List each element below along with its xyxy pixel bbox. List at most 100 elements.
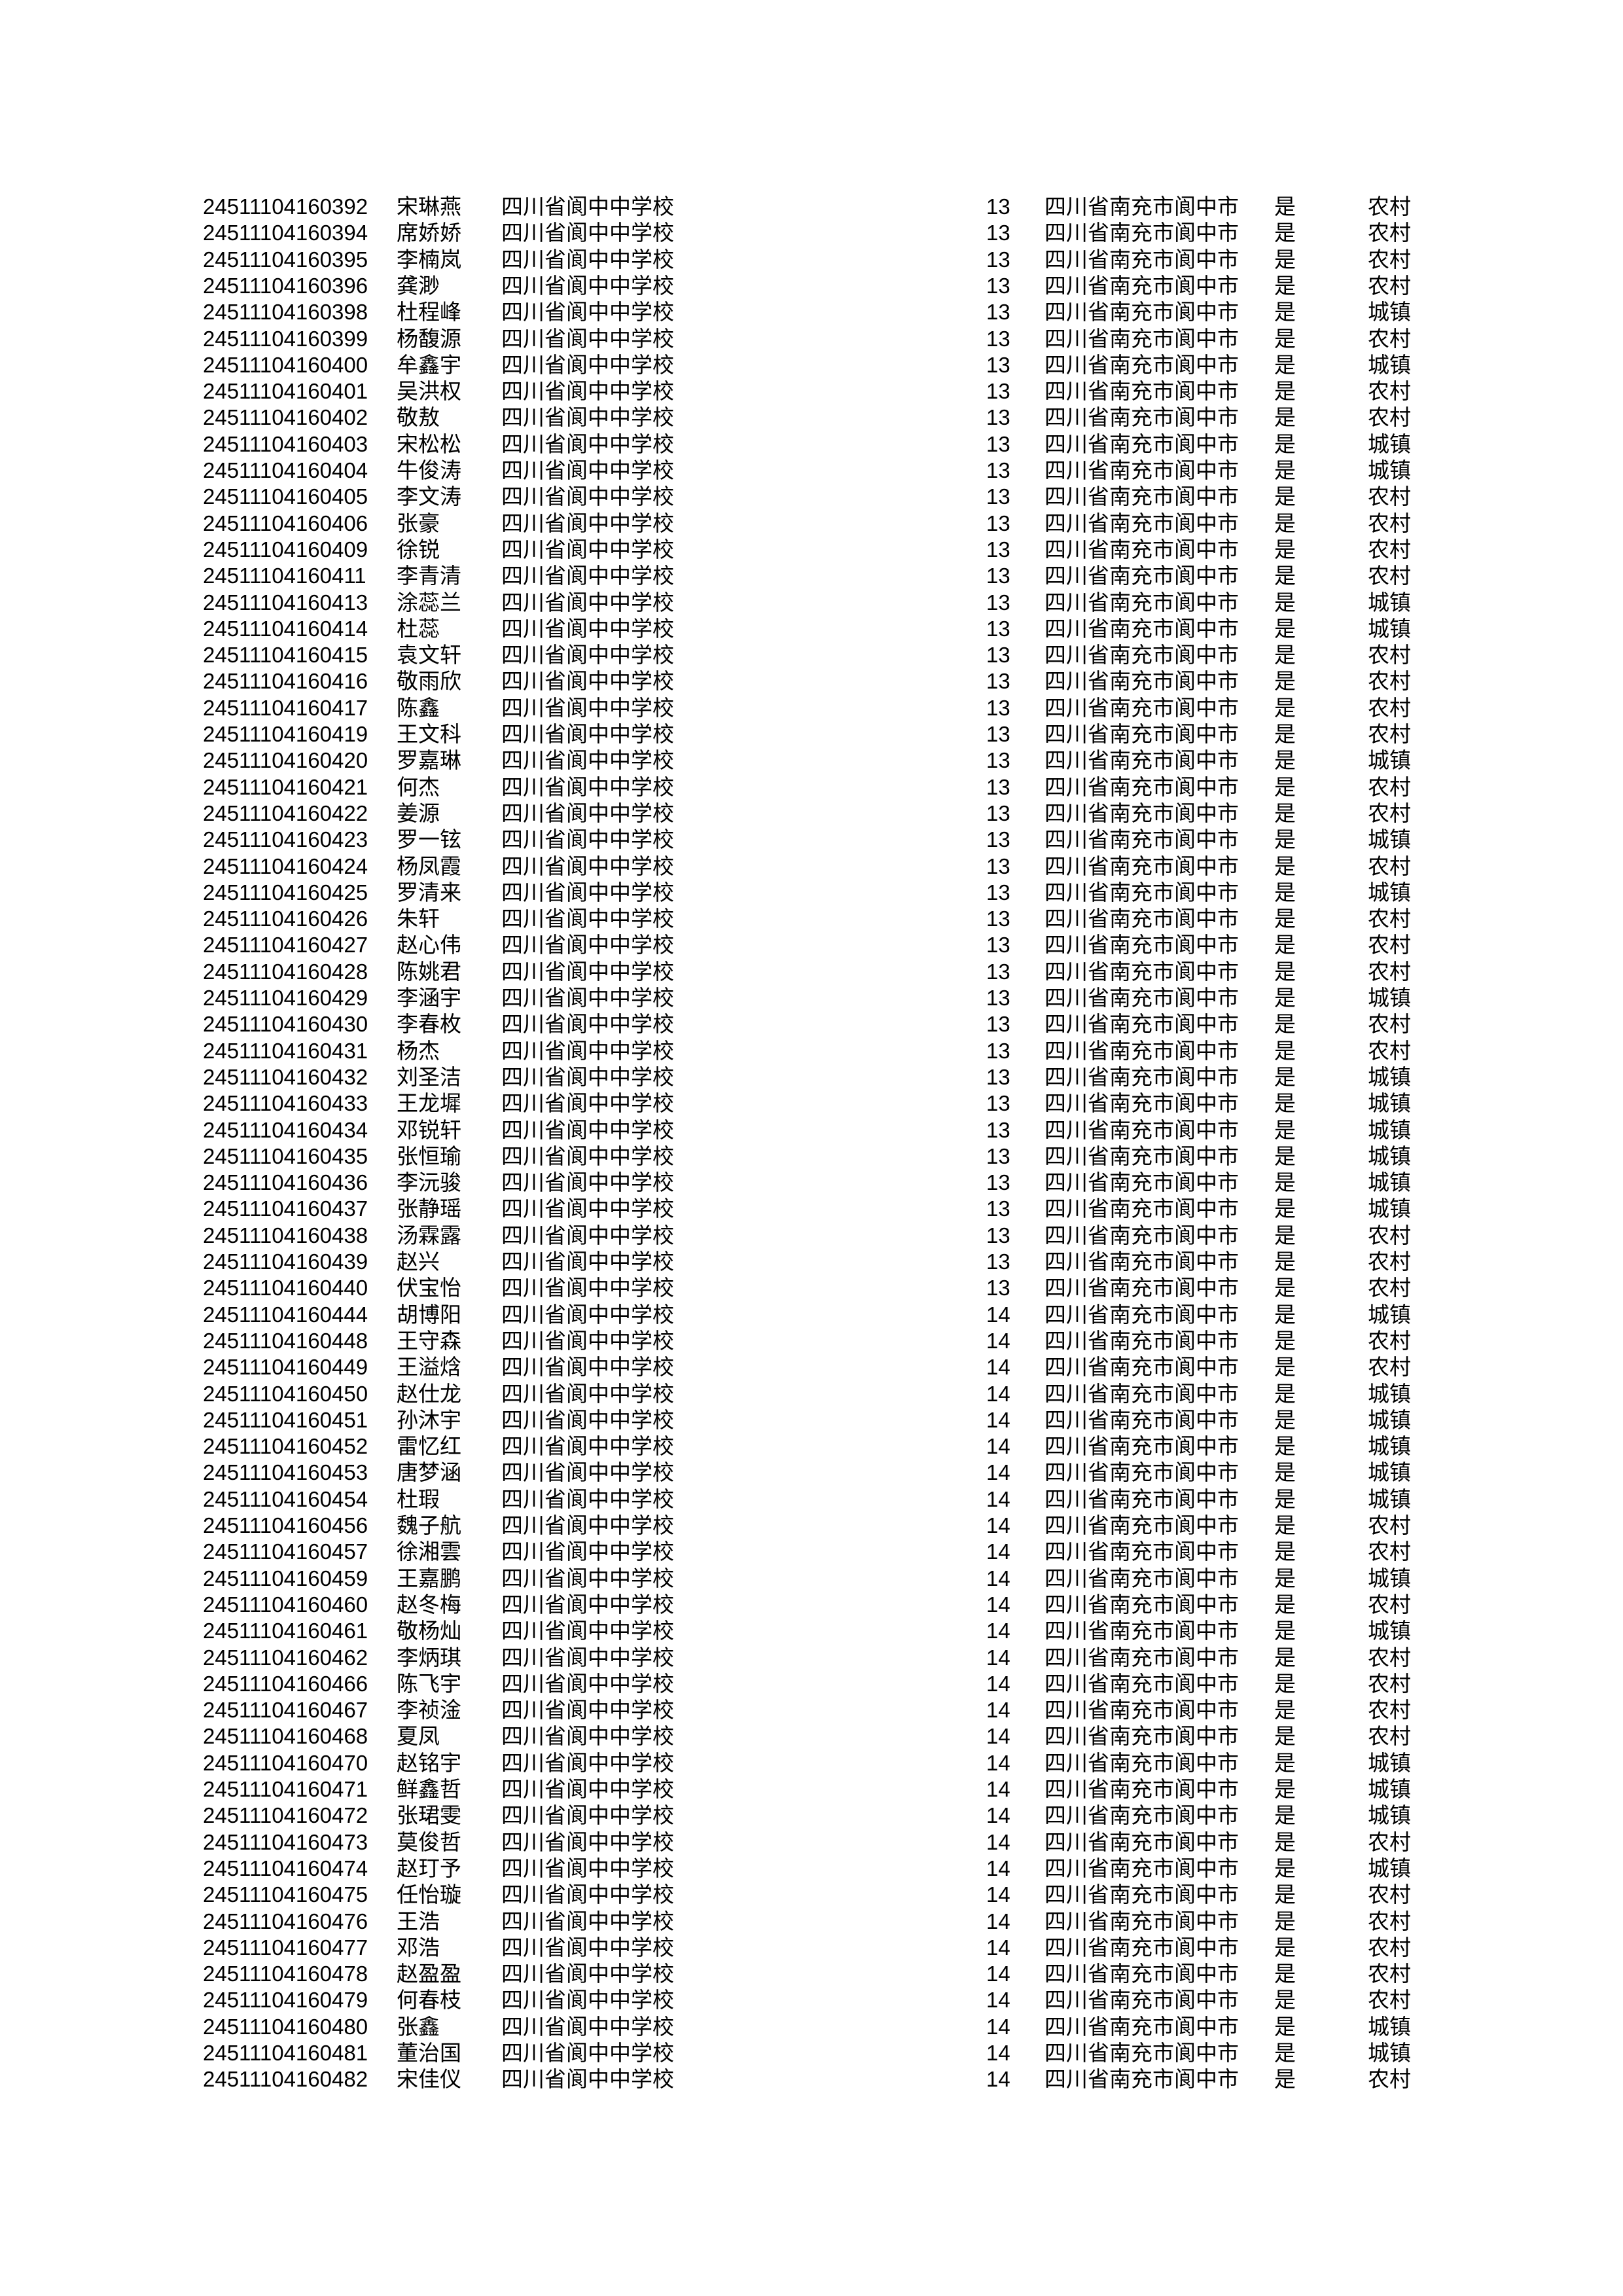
confirm-flag-cell: 是 [1274,1724,1296,1749]
grade-code-cell: 13 [986,669,1010,694]
school-cell: 四川省阆中中学校 [501,695,674,720]
region-cell: 四川省南充市阆中市 [1044,1117,1239,1142]
table-row: 24511104160419 王文科 四川省阆中中学校 13 四川省南充市阆中市… [0,721,1623,747]
exam-id-cell: 24511104160470 [203,1750,368,1775]
confirm-flag-cell: 是 [1274,695,1296,720]
residence-type-cell: 农村 [1368,405,1411,430]
region-cell: 四川省南充市阆中市 [1044,1170,1239,1195]
residence-type-cell: 城镇 [1368,1117,1411,1142]
school-cell: 四川省阆中中学校 [501,906,674,931]
confirm-flag-cell: 是 [1274,1460,1296,1485]
confirm-flag-cell: 是 [1274,1355,1296,1380]
table-row: 24511104160470 赵铭宇 四川省阆中中学校 14 四川省南充市阆中市… [0,1749,1623,1776]
table-row: 24511104160460 赵冬梅 四川省阆中中学校 14 四川省南充市阆中市… [0,1591,1623,1618]
exam-id-cell: 24511104160413 [203,590,368,615]
region-cell: 四川省南充市阆中市 [1044,774,1239,799]
exam-id-cell: 24511104160454 [203,1486,368,1511]
residence-type-cell: 农村 [1368,1698,1411,1723]
exam-id-cell: 24511104160480 [203,2014,368,2039]
exam-id-cell: 24511104160444 [203,1302,368,1327]
exam-id-cell: 24511104160451 [203,1407,368,1432]
school-cell: 四川省阆中中学校 [501,1064,674,1089]
residence-type-cell: 农村 [1368,1223,1411,1247]
table-row: 24511104160398 杜程峰 四川省阆中中学校 13 四川省南充市阆中市… [0,298,1623,325]
confirm-flag-cell: 是 [1274,484,1296,509]
student-name-cell: 王守森 [397,1328,461,1353]
table-row: 24511104160475 任怡璇 四川省阆中中学校 14 四川省南充市阆中市… [0,1881,1623,1908]
residence-type-cell: 农村 [1368,1645,1411,1670]
table-row: 24511104160459 王嘉鹏 四川省阆中中学校 14 四川省南充市阆中市… [0,1565,1623,1592]
student-name-cell: 李楠岚 [397,247,461,272]
confirm-flag-cell: 是 [1274,247,1296,272]
student-name-cell: 王溢焓 [397,1355,461,1380]
confirm-flag-cell: 是 [1274,1645,1296,1670]
grade-code-cell: 14 [986,1302,1010,1327]
grade-code-cell: 13 [986,1143,1010,1168]
school-cell: 四川省阆中中学校 [501,933,674,958]
student-name-cell: 敬敖 [397,405,440,430]
residence-type-cell: 农村 [1368,2067,1411,2092]
student-name-cell: 牟鑫宇 [397,352,461,377]
table-row: 24511104160422 姜源 四川省阆中中学校 13 四川省南充市阆中市 … [0,800,1623,827]
confirm-flag-cell: 是 [1274,1486,1296,1511]
student-name-cell: 陈鑫 [397,695,440,720]
school-cell: 四川省阆中中学校 [501,774,674,799]
table-row: 24511104160472 张珺雯 四川省阆中中学校 14 四川省南充市阆中市… [0,1802,1623,1829]
confirm-flag-cell: 是 [1274,1566,1296,1590]
student-name-cell: 杜程峰 [397,300,461,325]
confirm-flag-cell: 是 [1274,1434,1296,1459]
grade-code-cell: 14 [986,1407,1010,1432]
residence-type-cell: 农村 [1368,669,1411,694]
confirm-flag-cell: 是 [1274,379,1296,404]
confirm-flag-cell: 是 [1274,1909,1296,1933]
school-cell: 四川省阆中中学校 [501,564,674,588]
grade-code-cell: 14 [986,1513,1010,1537]
school-cell: 四川省阆中中学校 [501,1962,674,1986]
residence-type-cell: 城镇 [1368,1434,1411,1459]
grade-code-cell: 13 [986,853,1010,878]
confirm-flag-cell: 是 [1274,1276,1296,1300]
confirm-flag-cell: 是 [1274,1328,1296,1353]
grade-code-cell: 14 [986,1829,1010,1854]
confirm-flag-cell: 是 [1274,880,1296,905]
school-cell: 四川省阆中中学校 [501,1566,674,1590]
residence-type-cell: 农村 [1368,1276,1411,1300]
school-cell: 四川省阆中中学校 [501,484,674,509]
exam-id-cell: 24511104160466 [203,1671,368,1696]
exam-id-cell: 24511104160425 [203,880,368,905]
table-row: 24511104160435 张恒瑜 四川省阆中中学校 13 四川省南充市阆中市… [0,1143,1623,1170]
confirm-flag-cell: 是 [1274,1829,1296,1854]
exam-id-cell: 24511104160417 [203,695,368,720]
table-row: 24511104160436 李沅骏 四川省阆中中学校 13 四川省南充市阆中市… [0,1169,1623,1196]
exam-id-cell: 24511104160430 [203,1012,368,1037]
confirm-flag-cell: 是 [1274,326,1296,351]
table-row: 24511104160479 何春枝 四川省阆中中学校 14 四川省南充市阆中市… [0,1986,1623,2013]
confirm-flag-cell: 是 [1274,853,1296,878]
school-cell: 四川省阆中中学校 [501,1012,674,1037]
school-cell: 四川省阆中中学校 [501,986,674,1010]
confirm-flag-cell: 是 [1274,722,1296,746]
confirm-flag-cell: 是 [1274,1407,1296,1432]
confirm-flag-cell: 是 [1274,669,1296,694]
region-cell: 四川省南充市阆中市 [1044,1645,1239,1670]
confirm-flag-cell: 是 [1274,1856,1296,1880]
school-cell: 四川省阆中中学校 [501,1460,674,1485]
school-cell: 四川省阆中中学校 [501,300,674,325]
table-row: 24511104160411 李青清 四川省阆中中学校 13 四川省南充市阆中市… [0,562,1623,589]
student-name-cell: 汤霖露 [397,1223,461,1247]
exam-id-cell: 24511104160477 [203,1935,368,1960]
region-cell: 四川省南充市阆中市 [1044,300,1239,325]
table-row: 24511104160476 王浩 四川省阆中中学校 14 四川省南充市阆中市 … [0,1908,1623,1935]
table-row: 24511104160444 胡博阳 四川省阆中中学校 14 四川省南充市阆中市… [0,1301,1623,1328]
grade-code-cell: 13 [986,1170,1010,1195]
school-cell: 四川省阆中中学校 [501,1777,674,1801]
student-name-cell: 李春枚 [397,1012,461,1037]
residence-type-cell: 城镇 [1368,986,1411,1010]
student-name-cell: 莫俊哲 [397,1829,461,1854]
residence-type-cell: 城镇 [1368,2041,1411,2065]
residence-type-cell: 城镇 [1368,1460,1411,1485]
student-name-cell: 赵冬梅 [397,1592,461,1617]
confirm-flag-cell: 是 [1274,933,1296,958]
confirm-flag-cell: 是 [1274,1619,1296,1643]
residence-type-cell: 城镇 [1368,1381,1411,1406]
